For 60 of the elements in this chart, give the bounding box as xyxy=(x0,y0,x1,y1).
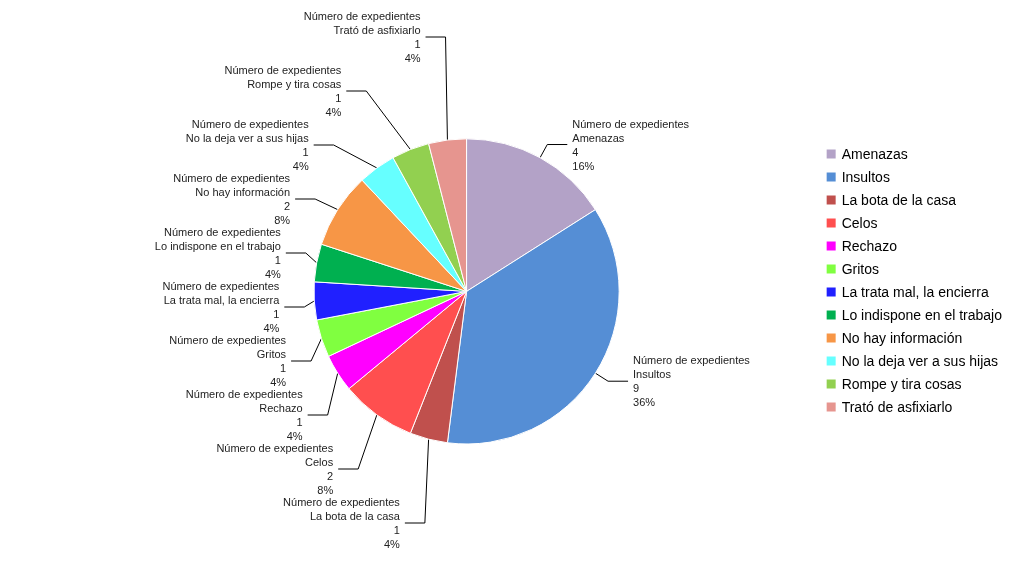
slice-label: No la deja ver a sus hijas xyxy=(185,132,310,144)
text: Número de expedientes xyxy=(224,64,342,76)
legend-label: Lo indispone en el trabajo xyxy=(841,307,1003,323)
data-label: 1 xyxy=(279,362,287,374)
legend-label: Rompe y tira cosas xyxy=(841,376,962,392)
legend-label: No hay información xyxy=(841,330,963,346)
slice-label: Insultos xyxy=(633,368,672,381)
legend-label: Insultos xyxy=(841,169,890,185)
text: 4% xyxy=(263,322,280,334)
text: 4% xyxy=(325,106,342,118)
legend-label: No la deja ver a sus hijas xyxy=(841,353,999,369)
legend-label: Amenazas xyxy=(841,146,908,162)
text: Número de expedientes xyxy=(185,388,303,400)
data-label: 2 xyxy=(283,200,291,212)
legend-label: Celos xyxy=(841,215,878,231)
data-label: 1 xyxy=(274,254,281,266)
data-label: 1 xyxy=(393,524,400,536)
slice-label: La trata mal, la encierra xyxy=(163,294,281,306)
text: Número de expedientes xyxy=(173,172,291,184)
legend-label: La trata mal, la encierra xyxy=(841,284,989,300)
slice-label: Trató de asfixiarlo xyxy=(333,24,421,36)
data-label: 1 xyxy=(296,416,303,428)
legend-label: Rechazo xyxy=(841,238,898,254)
data-label: 1 xyxy=(414,38,421,50)
slice-label: Lo indispone en el trabajo xyxy=(154,240,281,252)
slice-label: Celos xyxy=(305,456,334,468)
slice-label: Número de expedientes xyxy=(633,354,751,367)
legend-label: La bota de la casa xyxy=(841,192,957,208)
data-label: 2 xyxy=(327,470,334,482)
text: 36% xyxy=(633,396,656,409)
text: 4% xyxy=(286,430,303,442)
text: 8% xyxy=(274,214,291,226)
text: 4% xyxy=(383,538,400,550)
slice-label: Rechazo xyxy=(259,402,303,414)
slice-label: Rompe y tira cosas xyxy=(247,78,342,90)
slice-label: No hay información xyxy=(195,186,291,198)
text: 4% xyxy=(270,376,287,388)
data-label: 1 xyxy=(302,146,309,158)
text: 4% xyxy=(292,160,309,172)
slice-label: Amenazas xyxy=(572,131,625,144)
text: 8% xyxy=(317,484,334,496)
data-label: 1 xyxy=(335,92,342,104)
slice-label: Gritos xyxy=(256,348,287,360)
text: Número de expedientes xyxy=(162,280,280,292)
legend-label: Trató de asfixiarlo xyxy=(841,399,953,415)
text: 4% xyxy=(404,52,421,64)
text: Número de expedientes xyxy=(169,334,287,346)
slice-label: La bota de la casa xyxy=(309,510,401,522)
text: Número de expedientes xyxy=(164,226,281,238)
data-label: 4 xyxy=(572,145,579,158)
text: 16% xyxy=(572,159,595,172)
text: 4% xyxy=(264,268,281,280)
data-label: 9 xyxy=(633,382,640,395)
text: Número de expedientes xyxy=(191,118,309,130)
text: Número de expedientes xyxy=(283,496,400,508)
text: Número de expedientes xyxy=(303,10,421,22)
legend-label: Gritos xyxy=(841,261,879,277)
text: Número de expedientes xyxy=(216,442,334,454)
data-label: 1 xyxy=(273,308,280,320)
text: Número de expedientes xyxy=(572,117,690,130)
